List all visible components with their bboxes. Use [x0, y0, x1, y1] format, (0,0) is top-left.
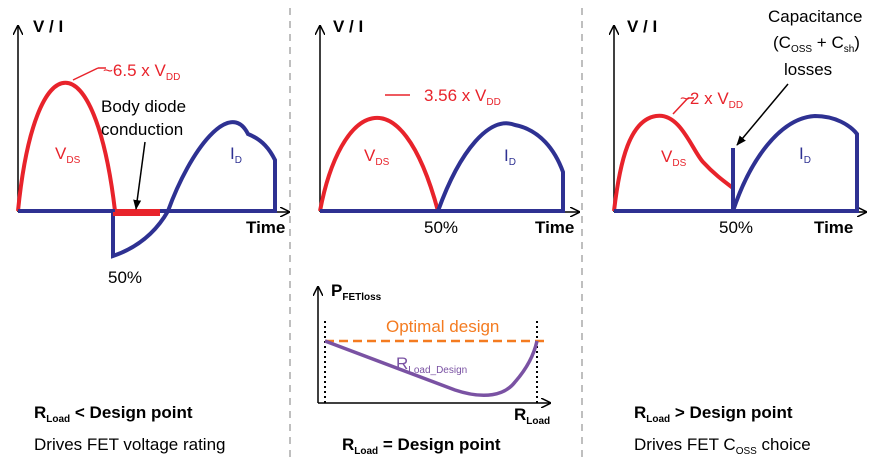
vds-label: VDS	[364, 146, 390, 168]
id-label: ID	[230, 144, 242, 166]
vds-label: VDS	[55, 144, 81, 166]
half-period-label: 50%	[424, 218, 458, 237]
caption-subtitle: Drives FET COSS choice	[634, 435, 811, 457]
annotation-arrow	[133, 141, 146, 210]
loss-curve-label: RLoad_Design	[396, 354, 467, 376]
panel-rload-above-design: V / I Time ~2 x VDD Capacitance (COSS + …	[614, 7, 866, 457]
loss-curve	[324, 339, 539, 398]
y-axis-label: V / I	[627, 17, 657, 36]
vds-waveform	[612, 113, 735, 212]
id-label: ID	[504, 146, 516, 168]
optimal-label: Optimal design	[386, 317, 499, 336]
peak-leader	[72, 67, 99, 81]
vds-waveform	[16, 81, 160, 213]
panel-rload-below-design: V / I Time ~6.5 x VDD Body diode conduct…	[18, 17, 289, 454]
caption-subtitle: Drives FET voltage rating	[34, 435, 225, 454]
y-axis-label: V / I	[33, 17, 63, 36]
id-waveform	[18, 120, 277, 259]
caption-title: RLoad > Design point	[634, 403, 793, 425]
peak-label: ~2 x VDD	[680, 89, 743, 111]
caption-title: RLoad = Design point	[342, 435, 501, 457]
capacitance-label-1: Capacitance	[768, 7, 863, 26]
panel-rload-at-design: V / I Time 3.56 x VDD VDS ID 50%	[320, 17, 579, 237]
annotation-conduction: conduction	[101, 120, 183, 139]
loss-x-label: RLoad	[514, 405, 550, 427]
half-period-label: 50%	[108, 268, 142, 287]
half-period-label: 50%	[719, 218, 753, 237]
y-axis-label: V / I	[333, 17, 363, 36]
x-axis-label: Time	[246, 218, 285, 237]
peak-label: 3.56 x VDD	[424, 86, 501, 108]
id-label: ID	[799, 144, 811, 166]
peak-leader	[672, 97, 689, 115]
capacitance-label-3: losses	[784, 60, 832, 79]
peak-label: ~6.5 x VDD	[103, 61, 180, 83]
caption-title: RLoad < Design point	[34, 403, 193, 425]
id-waveform	[614, 113, 859, 213]
capacitance-label-2: (COSS + Csh)	[773, 33, 860, 55]
id-waveform	[320, 121, 565, 213]
annotation-body-diode: Body diode	[101, 97, 186, 116]
loss-y-label: PFETloss	[331, 281, 382, 303]
capacitance-arrow	[736, 83, 789, 146]
x-axis-label: Time	[814, 218, 853, 237]
x-axis-label: Time	[535, 218, 574, 237]
vds-label: VDS	[661, 147, 687, 169]
loss-plot: PFETloss RLoad Optimal design RLoad_Desi…	[318, 281, 550, 457]
vds-waveform	[318, 116, 440, 212]
